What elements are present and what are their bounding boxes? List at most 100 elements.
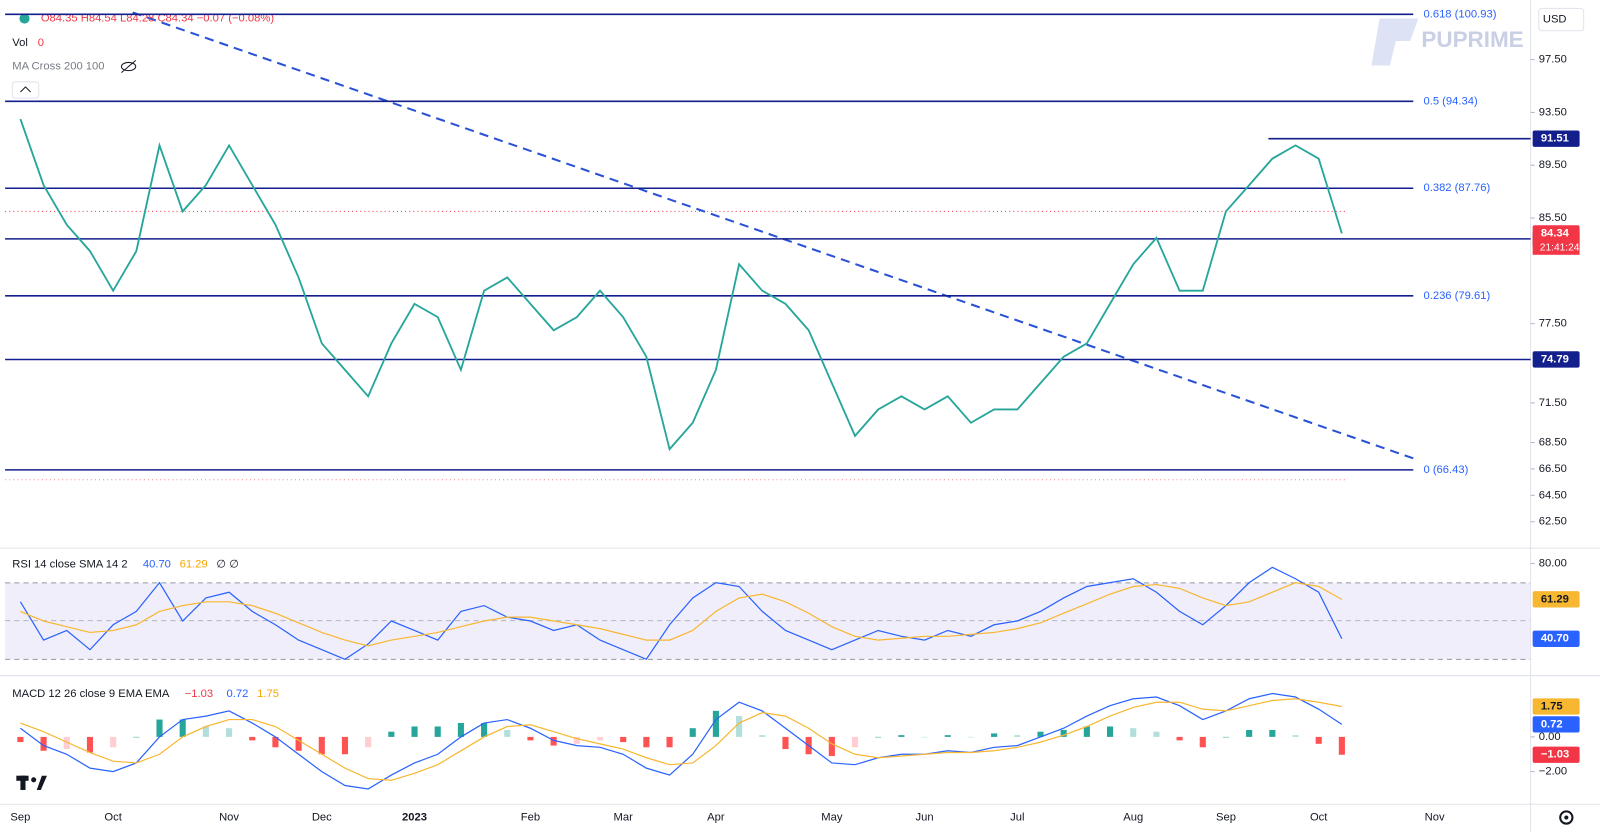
trend-line [132, 11, 1414, 460]
fib-label: 0 (66.43) [1423, 464, 1468, 476]
price-badge [1532, 225, 1580, 242]
y-tick-label: 97.50 [1539, 54, 1567, 66]
histogram-bar [1315, 736, 1322, 744]
y-tick-label: 77.50 [1539, 318, 1567, 330]
y-tick-label: 0.00 [1539, 731, 1561, 743]
histogram-bar [17, 736, 24, 743]
histogram-bar [272, 736, 279, 748]
x-tick-label: Feb [521, 811, 540, 823]
price-badge [1532, 746, 1580, 763]
histogram-bar [249, 736, 256, 741]
histogram-bar [1222, 736, 1230, 738]
histogram-bar [156, 719, 163, 737]
price-badge [1532, 351, 1580, 368]
histogram-bar [620, 736, 627, 743]
price-badge [1532, 698, 1580, 715]
histogram-bar [1037, 731, 1044, 737]
x-tick-label: Oct [1310, 811, 1328, 823]
indicator-line [20, 581, 1343, 647]
x-tick-label: Sep [10, 811, 30, 823]
histogram-bar [1292, 735, 1299, 737]
x-tick-label: Dec [312, 811, 332, 823]
rsi-legend-value: 40.70 [143, 558, 171, 570]
indicator-label: MA Cross 200 100 [12, 60, 104, 72]
visibility-icon[interactable] [120, 60, 137, 74]
histogram-bar [643, 736, 650, 748]
histogram-bar [411, 726, 418, 737]
rsi-flags: ∅ ∅ [216, 558, 239, 570]
x-tick-label: Apr [707, 811, 725, 823]
y-tick-label: 68.50 [1539, 436, 1567, 448]
histogram-bar [527, 736, 534, 741]
countdown-badge [1532, 240, 1580, 255]
x-tick-label: Mar [614, 811, 634, 823]
histogram-bar [921, 736, 928, 738]
macd-legend-value: 1.75 [257, 688, 279, 700]
y-tick-label: 71.50 [1539, 397, 1567, 409]
indicator-line [20, 692, 1343, 790]
histogram-bar [365, 736, 372, 748]
x-tick-label: Nov [1425, 811, 1445, 823]
histogram-bar [828, 736, 835, 756]
price-badge-label: 84.34 [1541, 227, 1570, 239]
collapse-button[interactable] [11, 81, 40, 99]
macd-legend-value: 0.72 [227, 688, 249, 700]
tv-logo [16, 775, 47, 790]
histogram-bar [1338, 736, 1345, 755]
histogram-bar [318, 736, 325, 755]
currency: USD [1543, 14, 1567, 26]
volume-value: 0 [38, 37, 44, 49]
histogram-bar [1153, 731, 1160, 737]
price-badge-label: 1.75 [1541, 700, 1563, 712]
histogram-bar [596, 736, 604, 741]
histogram-bar [63, 736, 70, 750]
brand-text: PUPRIME [1421, 27, 1523, 52]
rsi-legend-value: 61.29 [180, 558, 208, 570]
histogram-bar [481, 723, 488, 737]
macd-title: MACD 12 26 close 9 EMA EMA [12, 688, 170, 700]
countdown: 21:41:24 [1540, 242, 1580, 253]
currency-button[interactable] [1538, 7, 1585, 32]
x-tick-label: Sep [1216, 811, 1236, 823]
histogram-bar [110, 736, 117, 748]
histogram-bar [1269, 729, 1276, 737]
price-badge-label: 91.51 [1541, 133, 1569, 145]
histogram-bar [295, 736, 302, 751]
histogram-bar [179, 719, 186, 737]
y-tick-label: 80.00 [1539, 557, 1567, 569]
price-badge [1532, 630, 1580, 647]
x-tick-label: 2023 [402, 811, 427, 823]
y-tick-label: 89.50 [1539, 159, 1567, 171]
histogram-bar [550, 736, 557, 746]
status-dot [19, 13, 30, 24]
histogram-bar [202, 726, 209, 737]
settings-icon[interactable] [1559, 810, 1574, 825]
volume-label: Vol [12, 37, 28, 49]
histogram-bar [573, 736, 580, 744]
histogram-bar [1199, 736, 1206, 748]
plot-area: 97.50 93.50 89.50 85.50 77.50 71.50 68.50 66.50… [5, 8, 1580, 823]
histogram-bar [1246, 729, 1253, 737]
x-tick-label: Aug [1123, 811, 1143, 823]
histogram-bar [1060, 729, 1067, 737]
histogram-bar [434, 726, 441, 737]
fib-label: 0.382 (87.76) [1423, 182, 1490, 194]
histogram-bar [759, 735, 766, 737]
price-badge-label: 0.72 [1541, 718, 1563, 730]
indicator-line [19, 566, 1343, 661]
y-tick-label: 93.50 [1539, 106, 1567, 118]
fib-label: 0.236 (79.61) [1423, 290, 1490, 302]
price-badge-label: 40.70 [1541, 633, 1569, 645]
price-badge [1532, 591, 1580, 608]
histogram-bar [1176, 736, 1183, 741]
x-tick-label: Oct [104, 811, 122, 823]
histogram-bar [86, 736, 94, 753]
x-tick-label: May [821, 811, 843, 823]
histogram-bar [341, 736, 349, 755]
brand-logo: PUPRIME [1371, 18, 1524, 66]
histogram-bar [1083, 726, 1090, 737]
histogram-bar [967, 736, 974, 738]
histogram-bar [1014, 735, 1021, 737]
